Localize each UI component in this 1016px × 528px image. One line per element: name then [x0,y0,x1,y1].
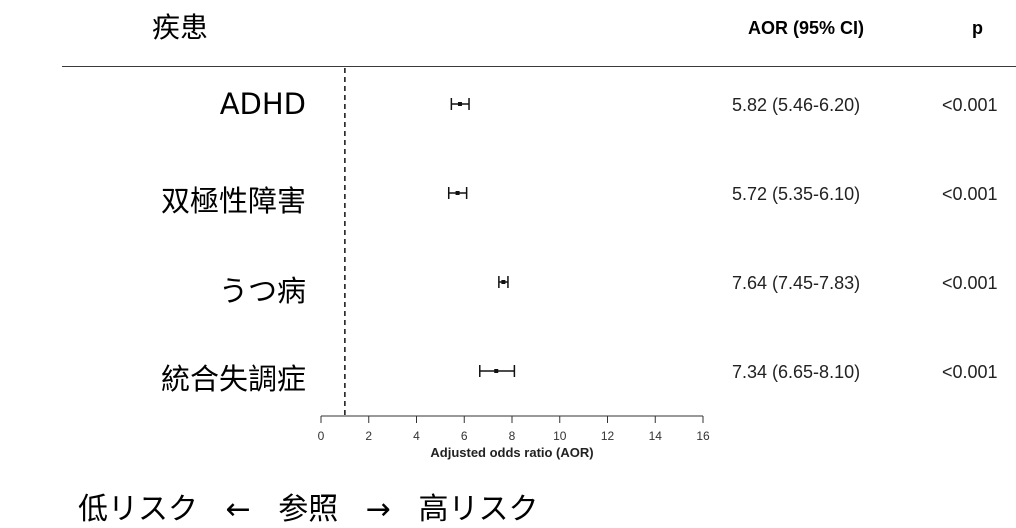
x-tick-label: 4 [413,429,420,443]
aor-value-depression: 7.64 (7.45-7.83) [732,273,861,293]
disease-label-depression: うつ病 [218,274,306,308]
right-arrow-icon: → [365,492,391,527]
disease-column-header: 疾患 [152,11,209,44]
reference-label: 参照 [278,492,339,527]
disease-label-adhd: ADHD [219,87,306,121]
aor-value-bipolar: 5.72 (5.35-6.10) [732,184,861,204]
x-tick-label: 14 [649,429,663,443]
p-value-schizophrenia: <0.001 [942,362,998,382]
left-arrow-icon: ← [225,492,251,527]
x-tick-label: 16 [696,429,710,443]
risk-direction-legend: 低リスク ← 参照 → 高リスク [78,484,556,528]
p-value-adhd: <0.001 [942,95,998,115]
point-estimate [501,280,506,284]
point-estimate [494,369,499,373]
aor-column-header: AOR (95% CI) [748,18,865,38]
header-rule [62,66,1016,67]
x-tick-label: 6 [461,429,468,443]
x-tick-label: 12 [601,429,615,443]
aor-value-schizophrenia: 7.34 (6.65-8.10) [732,362,861,382]
p-value-depression: <0.001 [942,273,998,293]
x-tick-label: 8 [509,429,516,443]
x-axis-label: Adjusted odds ratio (AOR) [430,445,593,460]
aor-value-adhd: 5.82 (5.46-6.20) [732,95,861,115]
high-risk-label: 高リスク [418,492,539,527]
point-estimate [457,102,462,106]
x-tick-label: 10 [553,429,567,443]
disease-label-bipolar: 双極性障害 [160,184,306,218]
x-tick-label: 2 [365,429,372,443]
x-tick-label: 0 [318,429,325,443]
disease-label-schizophrenia: 統合失調症 [160,362,306,396]
point-estimate [455,191,460,195]
low-risk-label: 低リスク [78,492,198,527]
p-column-header: p [972,18,983,38]
p-value-bipolar: <0.001 [942,184,998,204]
